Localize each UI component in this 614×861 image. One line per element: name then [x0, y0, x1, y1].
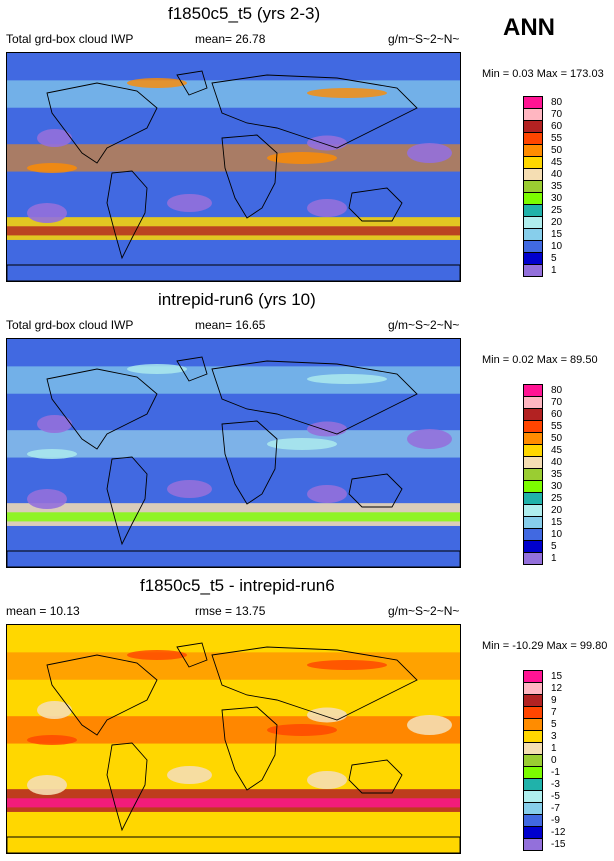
- panel2-map: [6, 338, 461, 568]
- colorbar-level-label: 0: [551, 755, 557, 766]
- colorbar-level-label: 15: [551, 517, 563, 528]
- colorbar-level-label: 40: [551, 169, 563, 180]
- colorbar-level-label: -7: [551, 803, 560, 814]
- colorbar-level-label: 50: [551, 145, 563, 156]
- colorbar-level-label: 10: [551, 529, 563, 540]
- colorbar-level-label: 55: [551, 421, 563, 432]
- colorbar-level-label: 15: [551, 229, 563, 240]
- colorbar-level-label: 80: [551, 385, 563, 396]
- colorbar-level-label: 5: [551, 253, 557, 264]
- panel1-variable-label: Total grd-box cloud IWP: [6, 32, 134, 46]
- colorbar-level-label: 35: [551, 181, 563, 192]
- colorbar-level-label: 20: [551, 505, 563, 516]
- colorbar-level-label: 7: [551, 707, 557, 718]
- panel1-title: f1850c5_t5 (yrs 2-3): [168, 4, 321, 23]
- season-label: ANN: [503, 14, 555, 41]
- colorbar-swatch: [523, 838, 543, 851]
- colorbar-level-label: 25: [551, 493, 563, 504]
- colorbar-level-label: 60: [551, 121, 563, 132]
- colorbar-level-label: 45: [551, 157, 563, 168]
- colorbar-level-label: 80: [551, 97, 563, 108]
- colorbar-level-label: 1: [551, 743, 557, 754]
- colorbar-level-label: 40: [551, 457, 563, 468]
- colorbar-level-label: -9: [551, 815, 560, 826]
- panel3-title: f1850c5_t5 - intrepid-run6: [140, 576, 335, 595]
- panel1-minmax: Min = 0.03 Max = 173.03: [482, 68, 604, 80]
- colorbar-level-label: 60: [551, 409, 563, 420]
- colorbar-level-label: 25: [551, 205, 563, 216]
- colorbar-level-label: 12: [551, 683, 563, 694]
- colorbar-level-label: 55: [551, 133, 563, 144]
- colorbar-level-label: 30: [551, 481, 563, 492]
- panel3-units: g/m~S~2~N~: [388, 604, 460, 618]
- colorbar-level-label: 70: [551, 397, 563, 408]
- colorbar-level-label: 15: [551, 671, 563, 682]
- colorbar-level-label: 10: [551, 241, 563, 252]
- colorbar-level-label: 70: [551, 109, 563, 120]
- colorbar-level-label: 3: [551, 731, 557, 742]
- colorbar-level-label: 30: [551, 193, 563, 204]
- colorbar-level-label: 5: [551, 541, 557, 552]
- panel2-minmax: Min = 0.02 Max = 89.50: [482, 354, 598, 366]
- colorbar-level-label: 1: [551, 553, 557, 564]
- panel2-units: g/m~S~2~N~: [388, 318, 460, 332]
- panel3-mean: mean = 10.13: [6, 604, 80, 618]
- colorbar-level-label: -15: [551, 839, 566, 850]
- colorbar-level-label: 50: [551, 433, 563, 444]
- panel3-rmse: rmse = 13.75: [195, 604, 266, 618]
- panel1-mean: mean= 26.78: [195, 32, 266, 46]
- colorbar-swatch: [523, 264, 543, 277]
- colorbar-level-label: -12: [551, 827, 566, 838]
- panel2-mean: mean= 16.65: [195, 318, 266, 332]
- colorbar-level-label: -1: [551, 767, 560, 778]
- colorbar-swatch: [523, 552, 543, 565]
- colorbar-level-label: 45: [551, 445, 563, 456]
- panel1-units: g/m~S~2~N~: [388, 32, 460, 46]
- colorbar-level-label: 20: [551, 217, 563, 228]
- colorbar-level-label: -3: [551, 779, 560, 790]
- panel3-map: [6, 624, 461, 854]
- panel2-variable-label: Total grd-box cloud IWP: [6, 318, 134, 332]
- panel3-minmax: Min = -10.29 Max = 99.80: [482, 640, 608, 652]
- colorbar-level-label: 35: [551, 469, 563, 480]
- colorbar-level-label: 5: [551, 719, 557, 730]
- colorbar-level-label: -5: [551, 791, 560, 802]
- panel1-map: [6, 52, 461, 282]
- colorbar-level-label: 9: [551, 695, 557, 706]
- panel2-title: intrepid-run6 (yrs 10): [158, 290, 316, 309]
- colorbar-level-label: 1: [551, 265, 557, 276]
